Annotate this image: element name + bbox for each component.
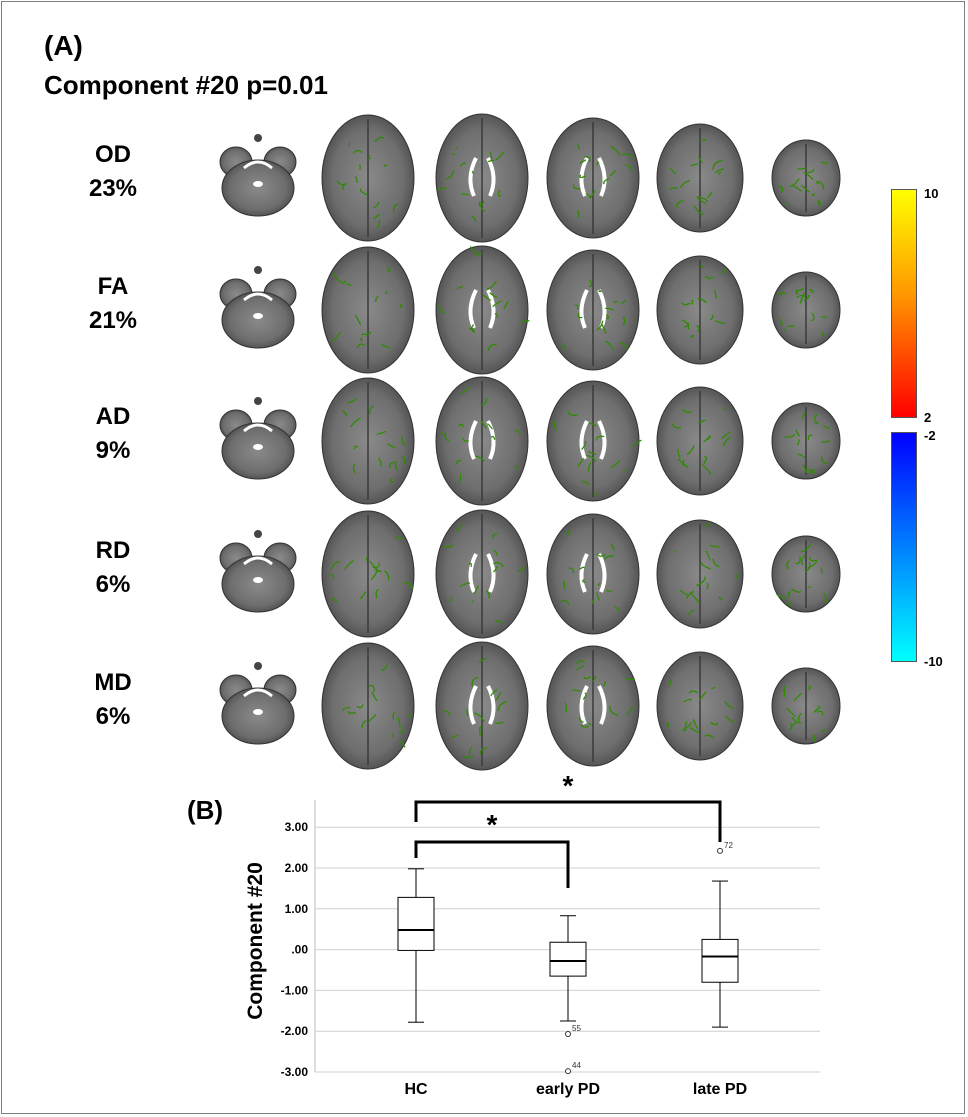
outlier-point [565,1068,571,1075]
metric-name: FA [97,273,129,300]
brain-slice [656,519,744,629]
brain-slice [771,402,841,480]
brain-slice [219,266,297,349]
y-tick-label: .00 [291,943,308,957]
metric-percent: 6% [95,571,131,598]
brain-slice [771,535,841,613]
brain-slice [321,377,415,505]
brain-slice [435,245,530,375]
panel-a-label: (A) [44,30,83,61]
outlier-point [717,847,723,854]
brain-slice [656,386,744,496]
y-tick-label: 2.00 [285,861,309,875]
significance-bracket: * [414,770,722,842]
metric-name: AD [95,403,131,430]
metric-name: RD [95,537,131,564]
brain-slice [771,667,841,745]
bracket-line [414,840,570,888]
metric-name: OD [95,141,131,168]
row-label-fa: FA 21% [58,270,168,338]
colorbar-tick-neg-2: -2 [924,428,936,443]
x-tick-label: early PD [536,1081,600,1098]
brain-slice [219,397,297,480]
outlier-point [565,1031,571,1038]
figure-title: Component #20 p=0.01 [44,70,328,100]
brain-slice [435,641,529,771]
outlier-label: 44 [572,1061,581,1070]
brain-slice [546,117,640,239]
colorbar-positive [891,189,917,418]
colorbar-tick-neg-10: -10 [924,654,943,669]
panel-b-label: (B) [187,795,224,825]
colorbar-negative [891,432,917,662]
brain-slice [321,642,415,770]
brain-slice [546,249,640,371]
brain-slice [546,645,640,767]
row-label-od: OD 23% [58,138,168,206]
significance-star: * [487,809,498,840]
y-tick-label: -1.00 [281,983,309,997]
brain-slice [546,513,640,635]
brain-slice [435,376,529,506]
y-tick-label: 1.00 [285,902,309,916]
box-hc [397,868,435,1023]
y-tick-label: -3.00 [281,1065,309,1079]
row-label-rd: RD 6% [58,534,168,602]
brain-slice [219,134,297,217]
row-label-md: MD 6% [58,666,168,734]
significance-bracket: * [414,809,570,888]
brain-slice [656,123,744,233]
y-tick-label: 3.00 [285,820,309,834]
brain-slice [219,530,297,613]
brain-slice [656,255,744,365]
box-late-pd: 72 [701,841,739,1028]
x-tick-label: HC [404,1081,428,1098]
outlier-label: 72 [724,841,733,850]
y-axis-label: Component #20 [244,862,267,1020]
outlier-label: 55 [572,1024,581,1033]
brain-slice [656,651,744,761]
y-tick-label: -2.00 [281,1024,309,1038]
metric-percent: 9% [95,437,131,464]
colorbar-tick-2: 2 [924,410,932,425]
brain-slice [771,139,841,217]
box-early-pd: 55 44 [549,915,587,1075]
brain-slice [321,246,415,374]
metric-percent: 21% [88,307,138,334]
brain-slice [321,114,415,242]
brain-slice [771,271,841,349]
metric-percent: 6% [95,703,131,730]
brain-slice [219,662,297,745]
box-iqr [549,941,587,977]
row-label-ad: AD 9% [58,400,168,468]
colorbar-tick-10: 10 [924,186,939,201]
brain-slice [546,380,642,502]
brain-slice [435,113,529,243]
metric-percent: 23% [88,175,138,202]
brain-slice [435,509,529,639]
box-iqr [397,896,435,951]
box-iqr [701,938,739,983]
x-tick-label: late PD [693,1081,747,1098]
bracket-line [414,800,722,842]
brain-slice [321,510,415,638]
significance-star: * [563,770,574,801]
metric-name: MD [94,669,132,696]
